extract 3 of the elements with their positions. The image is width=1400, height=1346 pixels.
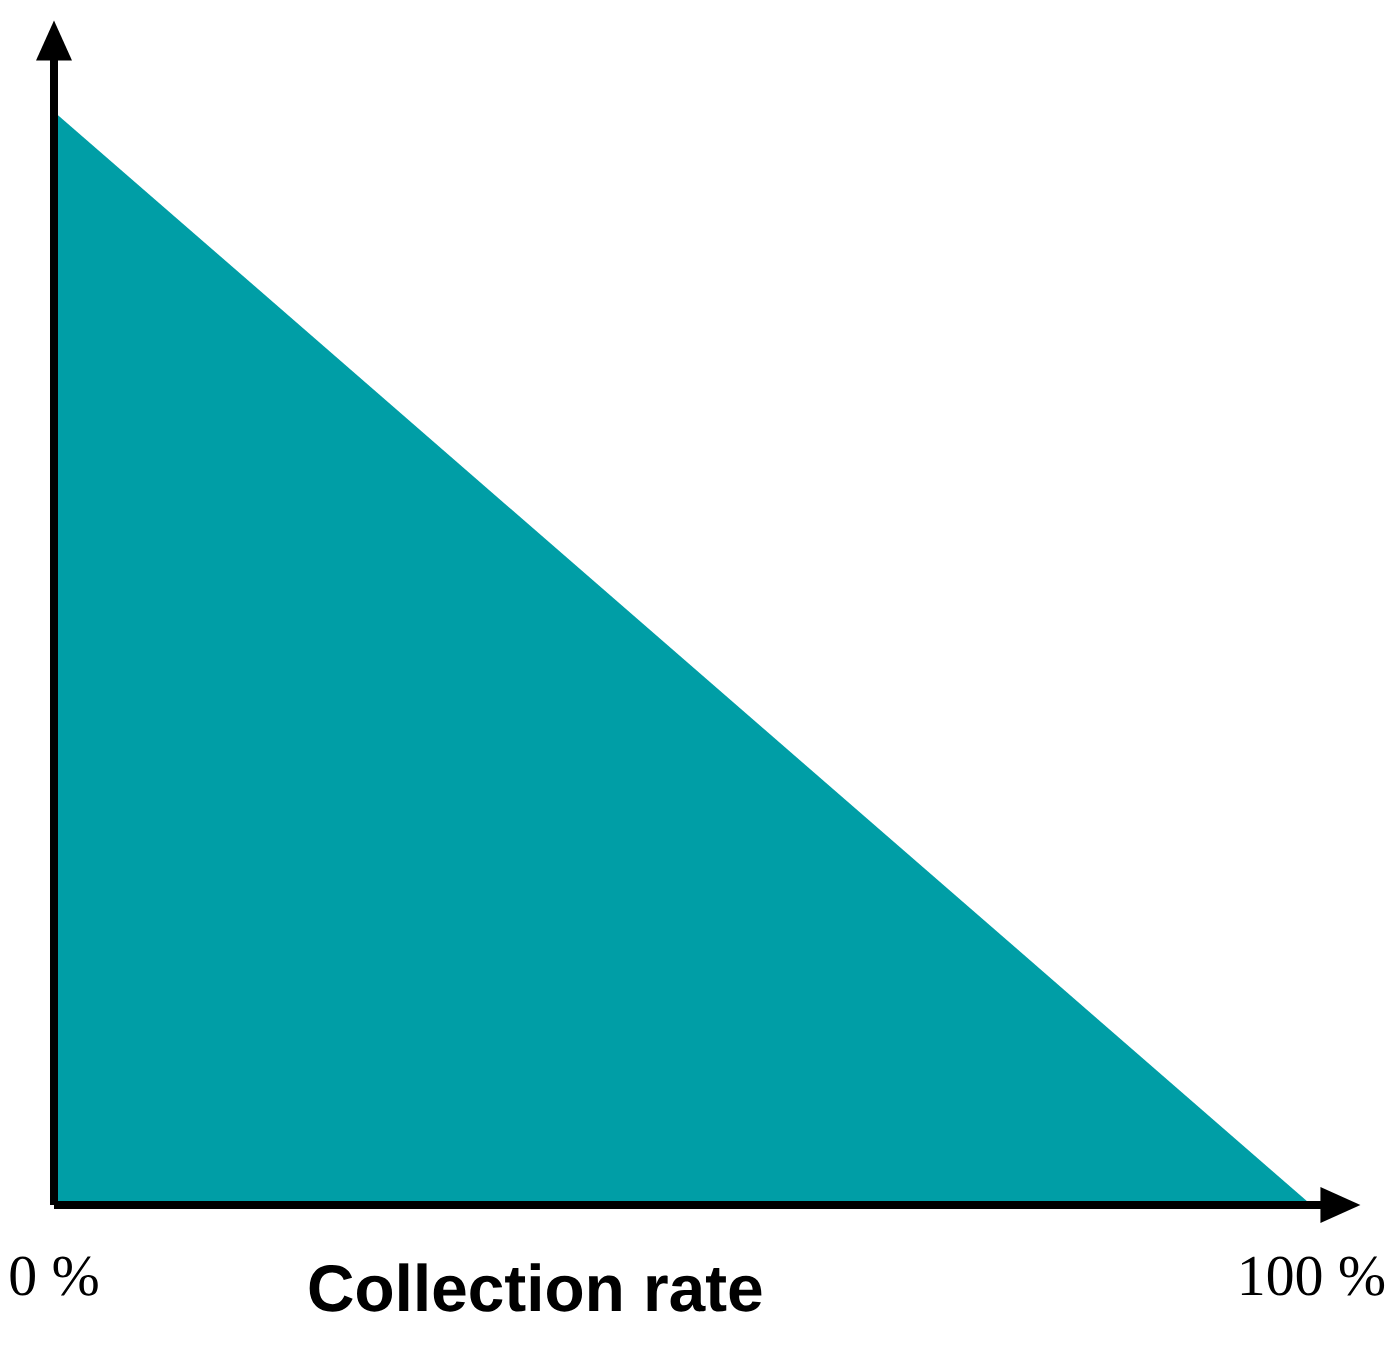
x-tick-label: 0 % bbox=[10, 1256, 98, 1296]
x-tick-label: 100 % bbox=[1241, 1256, 1385, 1296]
x-axis-title: Collection rate bbox=[309, 1263, 762, 1312]
